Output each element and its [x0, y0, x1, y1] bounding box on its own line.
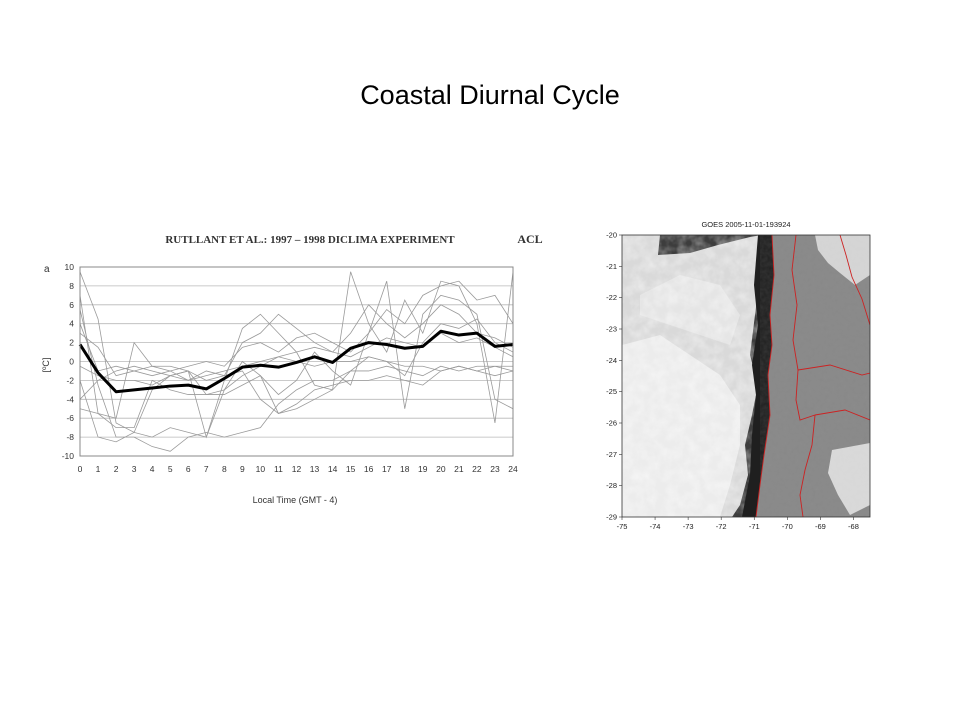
- x-tick-label: 14: [328, 464, 338, 474]
- lon-tick-label: -68: [848, 522, 859, 531]
- y-tick-label: -8: [66, 432, 74, 442]
- x-tick-label: 4: [150, 464, 155, 474]
- y-tick-labels: 10 8 6 4 2 0 -2 -4 -6 -8 -10: [62, 262, 75, 461]
- x-tick-label: 2: [114, 464, 119, 474]
- lon-tick-label: -69: [815, 522, 826, 531]
- coastline: [755, 235, 775, 517]
- y-tick-label: -4: [66, 394, 74, 404]
- y-tick-label: -6: [66, 413, 74, 423]
- y-axis-label: [ºC]: [41, 358, 51, 373]
- x-tick-label: 15: [346, 464, 356, 474]
- y-tick-label: 6: [69, 300, 74, 310]
- x-tick-label: 20: [436, 464, 446, 474]
- x-tick-label: 8: [222, 464, 227, 474]
- lat-tick-label: -21: [606, 262, 617, 271]
- y-tick-label: -2: [66, 375, 74, 385]
- mean-line: [78, 329, 514, 394]
- plot-frame: [79, 266, 514, 457]
- x-tick-label: 23: [490, 464, 500, 474]
- y-tick-label: 8: [69, 281, 74, 291]
- y-tick-label: 2: [69, 338, 74, 348]
- x-tick-label: 0: [78, 464, 83, 474]
- x-tick-label: 5: [168, 464, 173, 474]
- lat-tick-label: -25: [606, 387, 617, 396]
- individual-day-line: [79, 304, 514, 419]
- lon-tick-label: -70: [782, 522, 793, 531]
- y-tick-label: 0: [69, 357, 74, 367]
- chile-argentina-border: [791, 235, 816, 517]
- individual-day-line: [79, 271, 514, 439]
- y-tick-label: 4: [69, 319, 74, 329]
- x-tick-label: 13: [310, 464, 320, 474]
- individual-day-line: [79, 309, 514, 452]
- x-tick-label: 17: [382, 464, 392, 474]
- x-tick-label: 3: [132, 464, 137, 474]
- individual-day-line: [79, 280, 514, 377]
- chart-title: RUTLLANT ET AL.: 1997 – 1998 DICLIMA EXP…: [165, 234, 455, 246]
- longitude-tick-labels: -75 -74 -73 -72 -71 -70 -69 -68: [617, 517, 859, 531]
- goes-satellite-panel: GOES 2005-11-01-193924 -20-21-22-23-24-2…: [606, 220, 871, 531]
- x-tick-label: 12: [292, 464, 302, 474]
- diurnal-cycle-chart: RUTLLANT ET AL.: 1997 – 1998 DICLIMA EXP…: [41, 232, 543, 505]
- lat-tick-label: -29: [606, 513, 617, 522]
- latitude-tick-labels: -20 -21 -22 -23 -24 -25 -26 -27 -28 -29: [606, 231, 622, 522]
- satellite-frame: [621, 234, 871, 518]
- x-tick-label: 24: [508, 464, 518, 474]
- x-tick-label: 7: [204, 464, 209, 474]
- x-tick-label: 16: [364, 464, 374, 474]
- lat-tick-label: -24: [606, 356, 617, 365]
- lon-tick-label: -73: [683, 522, 694, 531]
- individual-day-line: [79, 281, 514, 429]
- x-tick-label: 1: [96, 464, 101, 474]
- lat-tick-label: -20: [606, 231, 617, 240]
- x-tick-label: 9: [240, 464, 245, 474]
- lon-tick-label: -72: [716, 522, 727, 531]
- x-axis-label: Local Time (GMT - 4): [253, 495, 338, 505]
- lon-tick-label: -74: [650, 522, 661, 531]
- lat-tick-label: -27: [606, 450, 617, 459]
- lat-tick-label: -22: [606, 293, 617, 302]
- series-group: [78, 271, 514, 452]
- x-tick-label: 10: [256, 464, 266, 474]
- panel-label: a: [44, 264, 50, 275]
- x-tick-label: 6: [186, 464, 191, 474]
- lat-tick-label: -23: [606, 325, 617, 334]
- x-tick-label: 18: [400, 464, 410, 474]
- satellite-image: [622, 235, 870, 517]
- station-label: ACL: [517, 232, 542, 246]
- lat-tick-label: -26: [606, 419, 617, 428]
- lon-tick-label: -75: [617, 522, 628, 531]
- y-tick-label: 10: [65, 262, 75, 272]
- argentina-bolivia-border: [839, 235, 870, 326]
- x-tick-label: 21: [454, 464, 464, 474]
- x-tick-labels: 0 1 2 3 4 5 6 7 8 9 10 11 12 13 14 15 16 17 18 19 20 21 22 23 24: [78, 464, 518, 474]
- x-tick-label: 19: [418, 464, 428, 474]
- lon-tick-label: -71: [749, 522, 760, 531]
- x-tick-label: 11: [274, 464, 283, 474]
- y-tick-label: -10: [62, 451, 75, 461]
- lat-tick-label: -28: [606, 481, 617, 490]
- province-border: [797, 364, 870, 421]
- satellite-title: GOES 2005-11-01-193924: [701, 220, 790, 229]
- individual-day-line: [79, 318, 514, 443]
- slide-title: Coastal Diurnal Cycle: [360, 80, 620, 110]
- x-tick-label: 22: [472, 464, 482, 474]
